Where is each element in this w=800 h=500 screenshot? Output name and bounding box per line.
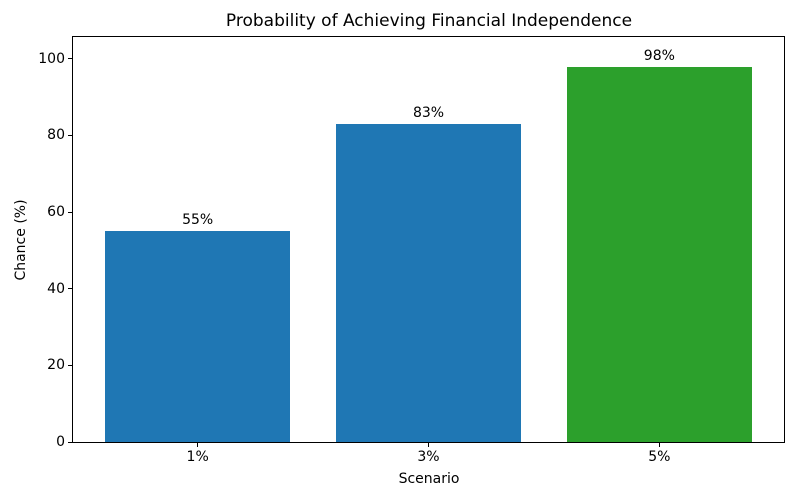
bar xyxy=(105,231,290,442)
bar-value-label: 98% xyxy=(643,47,675,64)
y-tick-mark xyxy=(68,211,72,213)
y-tick-mark xyxy=(68,364,72,366)
y-tick-mark xyxy=(68,134,72,136)
plot-area: 0 20 40 60 80 100 55% 1% 83% 3% 98% 5% xyxy=(38,36,785,465)
y-tick-mark xyxy=(68,441,72,443)
chart-title: Probability of Achieving Financial Indep… xyxy=(225,11,633,31)
y-tick-label: 0 xyxy=(56,434,65,450)
bar xyxy=(336,123,521,442)
x-tick-label: 1% xyxy=(186,449,209,465)
y-tick-label: 60 xyxy=(47,204,65,221)
bar-value-label: 83% xyxy=(412,104,445,121)
y-axis-label: Chance (%) xyxy=(13,199,29,281)
x-tick-label: 5% xyxy=(648,449,671,465)
x-tick-mark xyxy=(197,443,199,447)
y-tick-mark xyxy=(68,58,72,60)
y-tick-label: 20 xyxy=(47,357,65,374)
bar-value-label: 55% xyxy=(182,212,214,229)
x-axis-label: Scenario xyxy=(398,471,460,487)
y-tick-label: 80 xyxy=(47,127,65,144)
y-tick-mark xyxy=(68,288,72,290)
x-tick-mark xyxy=(428,443,429,447)
x-tick-mark xyxy=(658,443,660,447)
bar xyxy=(567,66,752,442)
x-tick-label: 3% xyxy=(417,449,440,465)
y-tick-label: 100 xyxy=(38,50,65,67)
y-tick-label: 40 xyxy=(47,280,65,297)
